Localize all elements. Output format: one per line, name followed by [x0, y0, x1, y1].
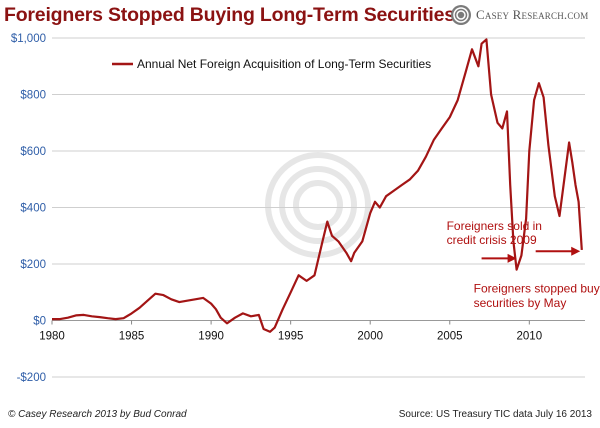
legend: Annual Net Foreign Acquisition of Long-T…	[112, 57, 431, 71]
x-tick-label: 1985	[119, 331, 145, 343]
y-tick-label: $0	[33, 316, 46, 328]
x-tick-label: 1995	[278, 331, 304, 343]
arrow-head-icon	[571, 246, 581, 256]
series-line	[52, 38, 583, 333]
y-tick-label: $600	[20, 146, 46, 158]
chart-title: Foreigners Stopped Buying Long-Term Secu…	[4, 4, 455, 26]
y-tick-label: $800	[20, 90, 46, 102]
y-tick-label: -$200	[17, 372, 46, 384]
footer-credit: © Casey Research 2013 by Bud Conrad	[8, 409, 187, 420]
x-tick-label: 2000	[357, 331, 383, 343]
brand-logo: Casey Research.com	[450, 4, 588, 26]
arrow-head-icon	[507, 253, 517, 263]
legend-label: Annual Net Foreign Acquisition of Long-T…	[137, 57, 431, 71]
annotation-text: Foreigners stopped buying	[474, 281, 600, 295]
annotation-text: Foreigners sold in	[447, 219, 542, 233]
annotation-text: securities by May	[474, 296, 567, 310]
watermark-logo	[265, 152, 371, 258]
x-tick-label: 1980	[39, 331, 65, 343]
footer-source: Source: US Treasury TIC data July 16 201…	[398, 409, 592, 420]
annotation-text: credit crisis 2009	[447, 233, 537, 247]
y-axis: -$200 $0 $200 $400 $600 $800 $1,000	[11, 33, 46, 384]
y-tick-label: $200	[20, 259, 46, 271]
x-axis: 1980 1985 1990 1995 2000 2005 2010	[39, 320, 543, 343]
y-tick-label: $400	[20, 203, 46, 215]
x-tick-label: 1990	[198, 331, 224, 343]
x-tick-label: 2010	[517, 331, 543, 343]
logo-text: Casey Research.com	[476, 7, 589, 22]
y-tick-label: $1,000	[11, 33, 46, 45]
grid-lines	[52, 37, 585, 378]
casey-logo-icon	[451, 5, 471, 25]
x-tick-label: 2005	[437, 331, 463, 343]
